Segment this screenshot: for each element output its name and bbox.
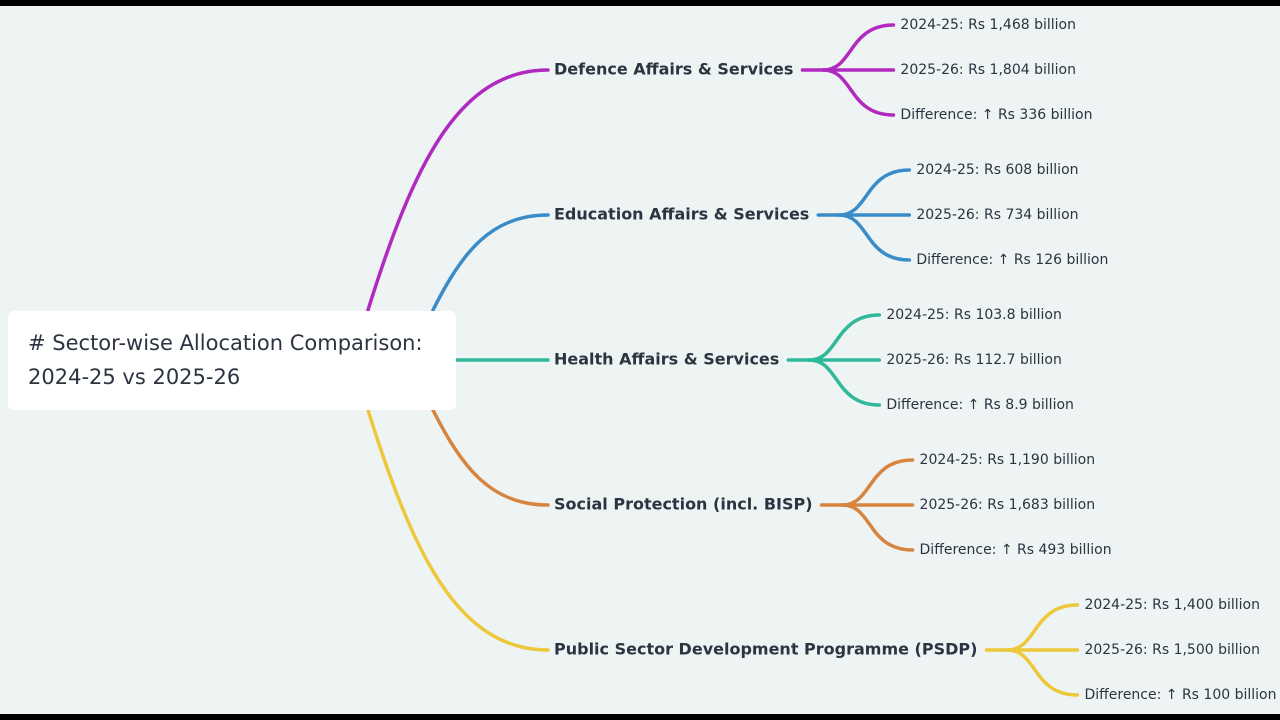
child-edge [821,68,896,117]
branch-label: Health Affairs & Services [554,350,779,369]
branch-edge [366,408,550,652]
root-title: 2024-25 vs 2025-26 [28,365,240,389]
child-label: 2025-26: Rs 734 billion [916,207,1078,223]
child-label: Difference: ↑ Rs 493 billion [920,542,1112,558]
child-label: 2024-25: Rs 1,190 billion [920,452,1096,468]
branch-edge [431,408,550,507]
nodes: Defence Affairs & Services 2024-25: Rs 1,… [554,17,1277,703]
branch-label: Defence Affairs & Services [554,60,793,79]
child-edge [837,213,912,262]
child-label: Difference: ↑ Rs 126 billion [916,252,1108,268]
child-label: Difference: ↑ Rs 100 billion [1084,687,1276,703]
child-label: 2025-26: Rs 112.7 billion [886,352,1062,368]
edges [366,23,1080,697]
child-label: 2024-25: Rs 608 billion [916,162,1078,178]
root-box [8,311,456,410]
child-label: 2025-26: Rs 1,804 billion [900,62,1076,78]
child-label: 2025-26: Rs 1,683 billion [920,497,1096,513]
child-label: Difference: ↑ Rs 336 billion [900,107,1092,123]
child-edge [1005,648,1080,697]
branch-label: Public Sector Development Programme (PSD… [554,640,977,659]
child-label: Difference: ↑ Rs 8.9 billion [886,397,1074,413]
child-edge [807,358,882,407]
child-label: 2024-25: Rs 1,468 billion [900,17,1076,33]
branch-label: Education Affairs & Services [554,205,809,224]
root-title: # Sector-wise Allocation Comparison: [28,331,423,355]
child-label: 2024-25: Rs 1,400 billion [1084,597,1260,613]
child-edge [840,503,915,552]
child-label: 2025-26: Rs 1,500 billion [1084,642,1260,658]
branch-edge [431,213,550,312]
child-label: 2024-25: Rs 103.8 billion [886,307,1062,323]
branch-label: Social Protection (incl. BISP) [554,495,813,514]
branch-edge [366,68,550,312]
